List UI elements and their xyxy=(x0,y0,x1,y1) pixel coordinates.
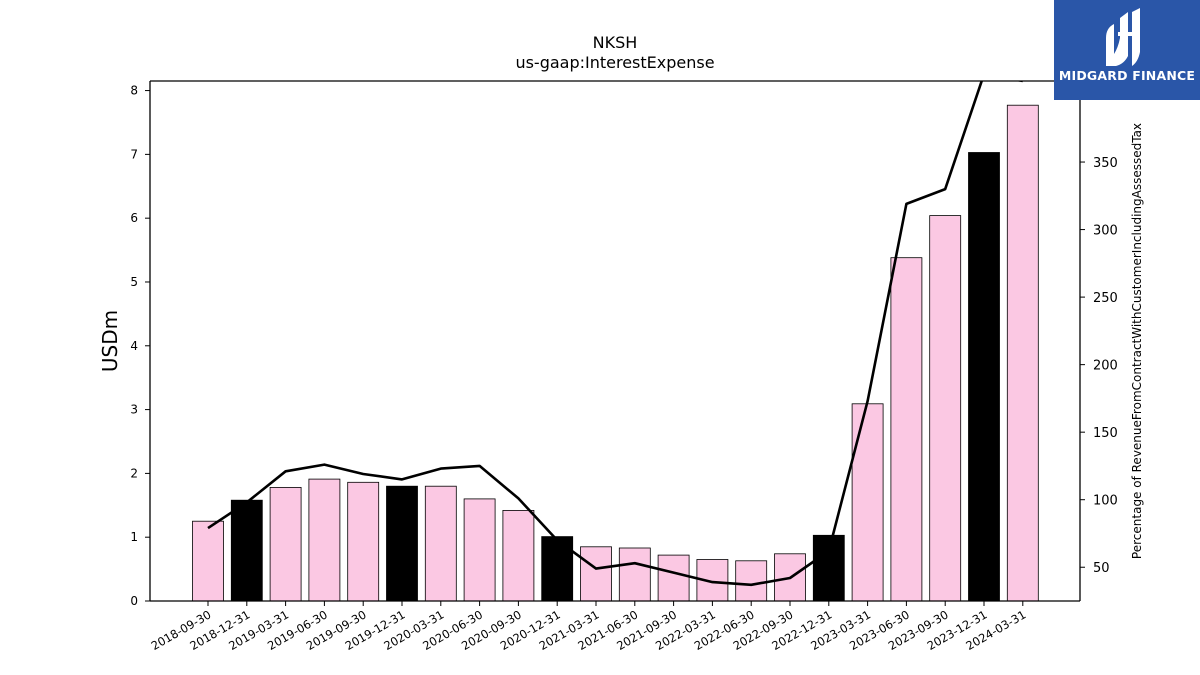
chart-subtitle: us-gaap:InterestExpense xyxy=(515,53,714,72)
chart-title: NKSH xyxy=(593,33,638,52)
bar-2020-06-30 xyxy=(463,498,496,602)
y-tick-label: 0 xyxy=(130,594,138,608)
brand-logo: MIDGARD FINANCE xyxy=(1054,0,1200,100)
bar-2022-12-31 xyxy=(812,534,845,602)
y-tick-label: 8 xyxy=(130,84,138,98)
y2-tick-label: 250 xyxy=(1093,291,1118,306)
y2-tick-label: 350 xyxy=(1093,156,1118,171)
bar-2021-06-30 xyxy=(618,547,651,602)
y-tick-label: 1 xyxy=(130,530,138,544)
logo-text: MIDGARD FINANCE xyxy=(1058,68,1196,83)
bar-2021-03-31 xyxy=(580,546,612,602)
logo-mark-icon xyxy=(1106,8,1140,66)
bar-2019-09-30 xyxy=(347,481,380,602)
bar-2023-09-30 xyxy=(929,215,962,602)
bar-2021-09-30 xyxy=(657,554,690,602)
bar-2020-12-31 xyxy=(541,536,574,602)
bar-2023-06-30 xyxy=(890,257,923,602)
bar-2020-03-31 xyxy=(424,485,457,602)
y2-tick-label: 300 xyxy=(1093,224,1118,239)
bar-2019-03-31 xyxy=(269,486,302,602)
bar-2023-12-31 xyxy=(968,152,1000,602)
y-tick-label: 7 xyxy=(130,147,138,161)
y-tick-label: 2 xyxy=(130,466,138,480)
bar-2018-09-30 xyxy=(192,520,224,602)
y-tick-label: 5 xyxy=(130,275,138,289)
y2-tick-label: 100 xyxy=(1093,494,1118,509)
bar-2019-12-31 xyxy=(386,485,418,602)
y-axis-label: USDm xyxy=(98,310,122,372)
line-series xyxy=(207,81,1023,587)
bar-2023-03-31 xyxy=(851,403,884,602)
bar-2024-03-31 xyxy=(1006,104,1039,602)
bar-2018-12-31 xyxy=(230,499,263,602)
y2-axis-label: Percentage of RevenueFromContractWithCus… xyxy=(1130,123,1144,559)
y-tick-label: 4 xyxy=(130,339,138,353)
bar-2020-09-30 xyxy=(502,509,535,602)
y2-tick-label: 150 xyxy=(1093,426,1118,441)
y-tick-label: 6 xyxy=(130,211,138,225)
bar-2019-06-30 xyxy=(308,478,341,602)
bar-2022-06-30 xyxy=(735,560,768,602)
y2-tick-label: 50 xyxy=(1093,561,1110,576)
y2-tick-label: 200 xyxy=(1093,359,1118,374)
y-tick-label: 3 xyxy=(130,403,138,417)
